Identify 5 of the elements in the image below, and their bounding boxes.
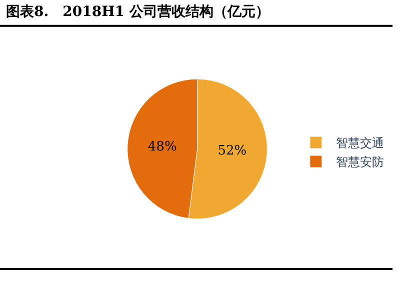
legend-label: 智慧交通 xyxy=(336,136,384,150)
legend-label: 智慧安防 xyxy=(336,155,384,170)
chart-title: 图表8. 2018H1 公司营收结构（亿元） xyxy=(6,4,270,20)
data-label: 52% xyxy=(218,144,247,159)
data-label: 48% xyxy=(148,139,177,154)
